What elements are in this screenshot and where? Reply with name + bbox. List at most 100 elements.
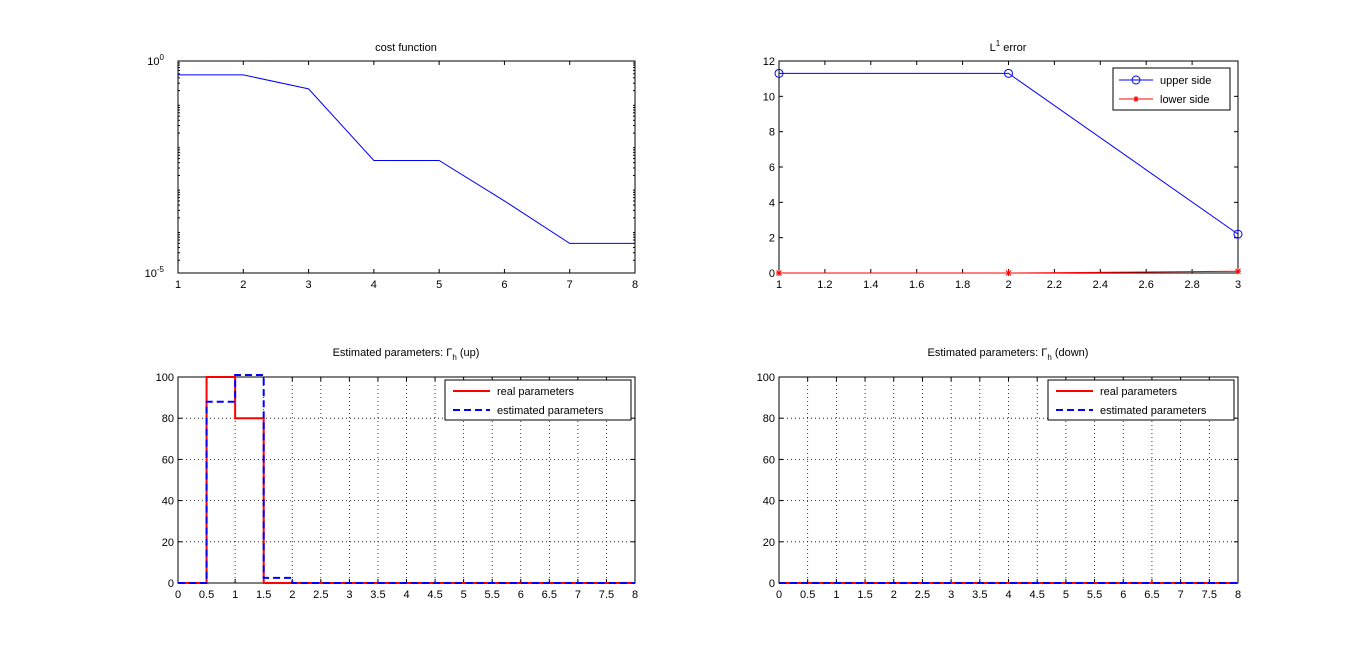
y-tick-label: 4 xyxy=(769,197,775,209)
x-tick-label: 2.8 xyxy=(1184,279,1199,291)
x-tick-label: 1.5 xyxy=(857,589,872,601)
x-tick-label: 4 xyxy=(1005,589,1011,601)
x-tick-label: 7 xyxy=(575,589,581,601)
x-tick-label: 3.5 xyxy=(370,589,385,601)
x-tick-label: 8 xyxy=(632,589,638,601)
lower-side-marker xyxy=(1005,270,1012,276)
axes-frame xyxy=(177,60,636,274)
l1-error-title: L1 error xyxy=(990,39,1027,54)
y-tick-label: 80 xyxy=(162,413,174,425)
down-chart-title: Estimated parameters: Γh (down) xyxy=(928,347,1089,362)
x-tick-label: 6.5 xyxy=(542,589,557,601)
parameters-legend: real parameters estimated parameters xyxy=(1047,379,1235,421)
l1-error-chart: L1 error 1 1.2 1.4 1.6 1.8 2 2.2 2.4 2.6 2.8 30246… xyxy=(763,39,1243,291)
x-tick-label: 4.5 xyxy=(427,589,442,601)
estimated-parameters-line xyxy=(178,373,635,584)
x-tick-label: 5.5 xyxy=(485,589,500,601)
y-tick-label: 40 xyxy=(763,496,775,508)
up-title-symbol: Γ xyxy=(446,347,452,359)
x-tick-label: 2 xyxy=(1005,279,1011,291)
y-tick-label: 60 xyxy=(763,454,775,466)
legend-label: estimated parameters xyxy=(1100,405,1207,417)
star-stroke xyxy=(1235,268,1241,275)
x-tick-label: 1.8 xyxy=(955,279,970,291)
x-tick-label: 0 xyxy=(175,589,181,601)
y-tick-label: 0 xyxy=(769,578,775,590)
y-tick-label: 100 xyxy=(757,372,775,384)
y-tick-label: 20 xyxy=(763,537,775,549)
l1-series-line-upper xyxy=(779,72,1239,235)
legend-label: estimated parameters xyxy=(497,405,604,417)
star-stroke xyxy=(776,270,782,276)
y-tick-label: 2 xyxy=(769,233,775,245)
x-tick-label: 3 xyxy=(1235,279,1241,291)
x-tick-label: 1.2 xyxy=(817,279,832,291)
legend-label: lower side xyxy=(1160,94,1210,106)
legend-box xyxy=(1047,379,1235,421)
x-tick-label: 8 xyxy=(1235,589,1241,601)
x-tick-label: 7 xyxy=(1178,589,1184,601)
x-tick-label: 7.5 xyxy=(1202,589,1217,601)
x-tick-label: 1 xyxy=(776,279,782,291)
l1-title-base: L xyxy=(990,42,996,54)
x-tick-label: 2 xyxy=(891,589,897,601)
y-tick-exp: -5 xyxy=(157,265,165,274)
upper-side-marker xyxy=(1233,229,1243,239)
x-tick-label: 2 xyxy=(240,279,246,291)
x-tick-label: 1 xyxy=(232,589,238,601)
x-tick-label: 6 xyxy=(518,589,524,601)
x-tick-label: 1 xyxy=(175,279,181,291)
y-tick-label: 80 xyxy=(763,413,775,425)
x-tick-label: 2.5 xyxy=(915,589,930,601)
x-tick-label: 4.5 xyxy=(1030,589,1045,601)
estimated-parameters-down-chart: Estimated parameters: Γh (down) 0 0.5 1 1.5… xyxy=(757,347,1241,601)
x-tick-label: 7 xyxy=(567,279,573,291)
x-tick-label: 6 xyxy=(501,279,507,291)
y-tick-label: 60 xyxy=(162,454,174,466)
star-stroke xyxy=(1005,270,1012,276)
legend-box xyxy=(444,379,632,421)
estimated-parameters-up-chart: Estimated parameters: Γh (up) 0 0.5 1 1.5 2 2… xyxy=(156,347,638,601)
x-tick-label: 1.5 xyxy=(256,589,271,601)
x-tick-label: 2.2 xyxy=(1047,279,1062,291)
x-tick-label: 1 xyxy=(833,589,839,601)
legend-label: upper side xyxy=(1160,75,1211,87)
l1-legend: upper side lower side xyxy=(1112,67,1231,111)
y-tick-exp: 0 xyxy=(160,53,165,62)
x-tick-label: 0 xyxy=(776,589,782,601)
x-tick-label: 3.5 xyxy=(972,589,987,601)
legend-marker xyxy=(1131,75,1141,85)
x-tick-label: 2.6 xyxy=(1139,279,1154,291)
down-title-symbol: Γ xyxy=(1041,347,1047,359)
x-tick-label: 3 xyxy=(346,589,352,601)
legend-label: real parameters xyxy=(497,386,575,398)
up-title-sub: h xyxy=(452,353,456,362)
x-tick-label: 2.4 xyxy=(1093,279,1108,291)
y-tick-label: 100 xyxy=(156,372,174,384)
y-tick-label: 0 xyxy=(168,578,174,590)
down-title-suffix: (down) xyxy=(1052,347,1089,359)
down-title-prefix: Estimated parameters: xyxy=(928,347,1042,359)
legend-box xyxy=(1112,67,1231,111)
legend-marker xyxy=(1133,96,1139,102)
x-tick-label: 5 xyxy=(436,279,442,291)
up-title-prefix: Estimated parameters: xyxy=(333,347,447,359)
x-tick-label: 8 xyxy=(632,279,638,291)
x-tick-label: 6.5 xyxy=(1144,589,1159,601)
x-tick-label: 4 xyxy=(403,589,409,601)
x-tick-label: 7.5 xyxy=(599,589,614,601)
lower-side-marker xyxy=(1235,268,1241,275)
y-tick-label: 10-5 xyxy=(145,265,165,280)
up-title-suffix: (up) xyxy=(457,347,480,359)
x-tick-label: 1.4 xyxy=(863,279,878,291)
x-tick-label: 2 xyxy=(289,589,295,601)
up-chart-title: Estimated parameters: Γh (up) xyxy=(333,347,480,362)
y-tick-label: 100 xyxy=(147,53,164,68)
x-tick-label: 3 xyxy=(948,589,954,601)
x-tick-label: 5 xyxy=(461,589,467,601)
legend-label: real parameters xyxy=(1100,386,1178,398)
y-tick-label: 40 xyxy=(162,496,174,508)
l1-title-rest: error xyxy=(1000,42,1027,54)
